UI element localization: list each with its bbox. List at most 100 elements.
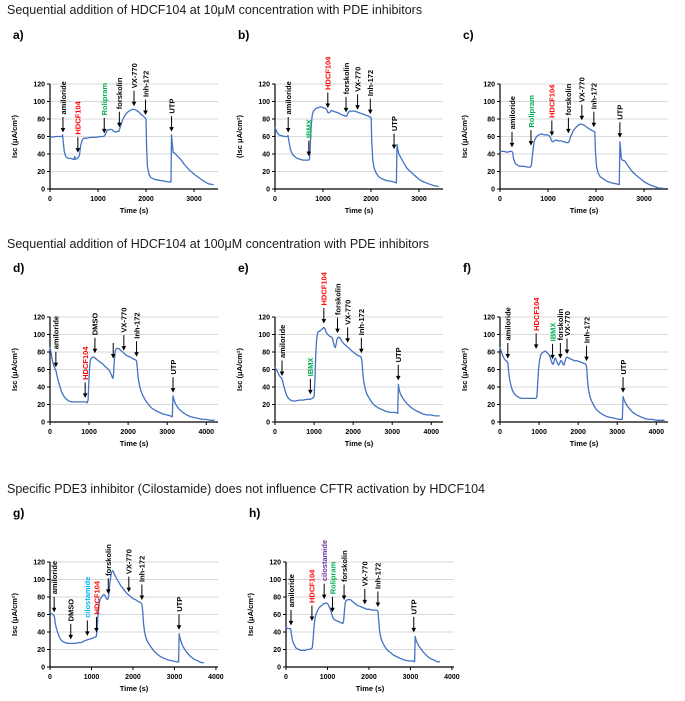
trace-line	[499, 123, 663, 189]
annotation-forskolin: forskolin	[115, 77, 124, 128]
annotation-amiloride: amiloride	[59, 81, 68, 133]
annotation-arrowhead	[279, 371, 285, 376]
panel-c: c) 0 20 40 60 80 100 120 0 1000 2000 3000 Time (s) I…	[458, 28, 675, 218]
y-tick-label: 100	[33, 332, 45, 339]
annotation-arrowhead	[131, 101, 137, 107]
y-tick-label: 80	[37, 349, 45, 356]
chart-f: 0 20 40 60 80 100 120 0 1000 2000 3000 4000 Time (s)…	[458, 261, 675, 451]
panel-e: e) 0 20 40 60 80 100 120 0 1000 2000 3000 4000 Time …	[233, 261, 450, 451]
y-tick-label: 0	[266, 419, 270, 426]
annotation-arrowhead	[170, 388, 176, 393]
annotation-arrowhead	[564, 349, 570, 355]
annotation-label: Rolipram	[527, 95, 536, 128]
x-axis-label: Time (s)	[356, 684, 385, 693]
annotation-VX-770: VX-770	[125, 549, 134, 593]
x-tick-label: 1000	[306, 429, 322, 436]
annotation-label: HDCF104	[320, 271, 329, 305]
annotation-arrowhead	[620, 388, 626, 393]
y-axis-label: Isc (μA/cm²)	[460, 348, 469, 391]
annotation-label: VX-770	[563, 311, 572, 336]
annotation-label: HDCF104	[308, 569, 317, 603]
annotation-arrowhead	[335, 328, 340, 334]
y-tick-label: 20	[37, 647, 45, 654]
annotation-HDCF104: HDCF104	[308, 569, 317, 621]
annotation-arrowhead	[309, 616, 315, 621]
annotation-UTP: UTP	[394, 347, 403, 381]
annotation-arrowhead	[359, 348, 364, 354]
annotation-arrowhead	[321, 594, 327, 600]
y-tick-label: 40	[37, 629, 45, 636]
y-tick-label: 20	[273, 647, 281, 654]
annotation-UTP: UTP	[175, 597, 184, 630]
x-tick-label: 1000	[81, 429, 97, 436]
annotation-arrowhead	[143, 110, 148, 115]
annotation-forskolin: forskolin	[564, 83, 573, 134]
y-tick-label: 100	[258, 99, 270, 106]
y-tick-label: 60	[487, 367, 495, 374]
annotation-label: VX-770	[343, 300, 352, 325]
section-title-10uM: Sequential addition of HDCF104 at 10μM c…	[7, 3, 423, 17]
annotation-arrowhead	[579, 115, 585, 121]
annotation-UTP: UTP	[616, 105, 625, 138]
annotation-arrowhead	[558, 354, 563, 359]
annotation-HDCF104: HDCF104	[81, 346, 90, 398]
y-tick-label: 20	[262, 169, 270, 176]
annotation-IBMX: IBMX	[306, 358, 315, 395]
annotation-amiloride: amiloride	[50, 561, 59, 613]
annotation-amiloride: amiloride	[287, 574, 296, 626]
annotation-arrowhead	[60, 128, 66, 133]
annotation-arrowhead	[126, 587, 132, 593]
section-title-100uM: Sequential addition of HDCF104 at 100μM …	[7, 237, 430, 251]
annotation-arrowhead	[617, 133, 623, 138]
annotation-IBMX: IBMX	[305, 119, 314, 157]
y-axis-label: Isc (μA/cm²)	[10, 348, 19, 391]
annotation-arrowhead	[321, 319, 327, 324]
annotation-forskolin: forskolin	[104, 544, 113, 594]
annotation-label: VX-770	[578, 77, 587, 102]
y-tick-label: 20	[37, 169, 45, 176]
annotation-label: amiloride	[287, 574, 296, 607]
y-tick-label: 60	[37, 134, 45, 141]
chart-c: 0 20 40 60 80 100 120 0 1000 2000 3000 Time (s) Isc …	[458, 28, 675, 218]
x-tick-label: 2000	[588, 196, 604, 203]
annotation-VX-770: VX-770	[361, 561, 370, 605]
y-tick-label: 80	[262, 116, 270, 123]
trace-line	[49, 346, 215, 421]
y-tick-label: 60	[487, 134, 495, 141]
y-tick-label: 80	[487, 116, 495, 123]
x-tick-label: 2000	[138, 196, 154, 203]
y-tick-label: 120	[483, 81, 495, 88]
y-tick-label: 60	[273, 612, 281, 619]
annotation-label: cilostamide	[83, 577, 92, 618]
x-axis-label: Time (s)	[570, 439, 599, 448]
annotation-label: IBMX	[306, 358, 315, 377]
y-tick-label: 100	[483, 332, 495, 339]
annotation-label: amiloride	[278, 325, 287, 358]
annotation-label: cilostamide	[320, 540, 329, 581]
trace-line	[285, 598, 441, 663]
annotation-arrowhead	[288, 620, 294, 626]
x-tick-label: 2000	[125, 674, 141, 681]
panel-letter-g: g)	[13, 506, 25, 520]
annotation-arrowhead	[533, 344, 539, 349]
y-tick-label: 40	[37, 384, 45, 391]
annotation-arrowhead	[134, 352, 139, 357]
x-axis-label: Time (s)	[345, 206, 374, 215]
y-axis-label: Isc (μA/cm²)	[235, 348, 244, 391]
annotation-DMSO: DMSO	[91, 313, 100, 354]
annotation-arrowhead	[169, 127, 174, 132]
x-tick-label: 4000	[444, 674, 460, 681]
annotation-arrowhead	[110, 354, 116, 359]
annotation-label: amiloride	[284, 81, 293, 114]
annotation-forskolin: forskolin	[556, 308, 565, 359]
x-axis-label: Time (s)	[570, 206, 599, 215]
annotation-arrowhead	[94, 627, 99, 633]
x-tick-label: 0	[48, 674, 52, 681]
chart-svg-f: 0 20 40 60 80 100 120 0 1000 2000 3000 4000 Time (s)…	[460, 297, 668, 448]
x-axis-label: Time (s)	[120, 206, 149, 215]
annotation-label: amiloride	[504, 307, 513, 340]
annotation-label: VX-770	[130, 63, 139, 88]
annotation-arrowhead	[51, 607, 57, 613]
annotation-UTP: UTP	[390, 116, 399, 150]
annotation-label: HDCF104	[532, 297, 541, 331]
